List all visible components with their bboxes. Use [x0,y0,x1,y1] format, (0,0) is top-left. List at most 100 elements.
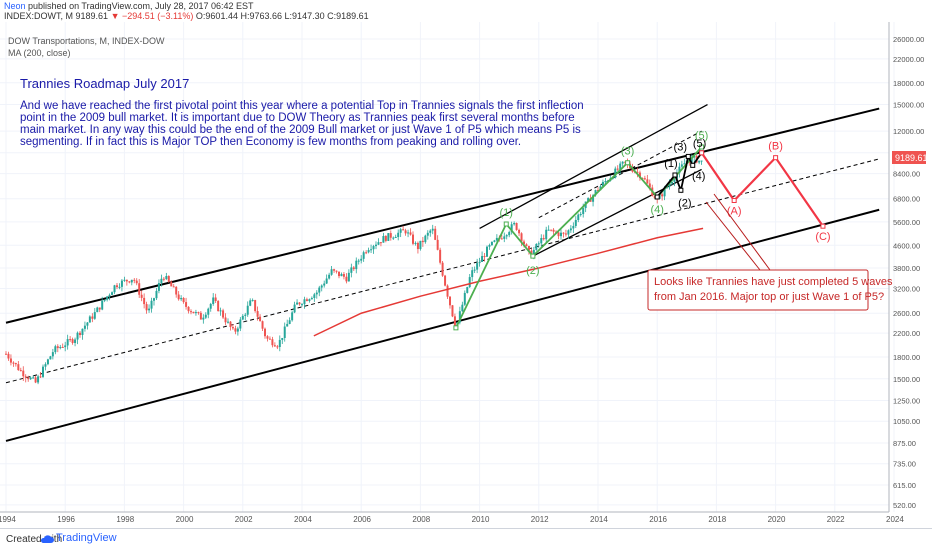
candle-body [268,338,271,340]
candle-body [79,332,81,335]
candle-body [372,246,375,250]
callout-box: Looks like Trannies have just completed … [647,193,893,311]
candle-body [69,339,72,341]
candle-body [434,228,437,240]
candle-body [59,346,62,349]
candle-body [340,274,343,277]
candle-body [601,181,604,187]
candle-body [673,179,676,182]
candle-body [145,304,148,311]
x-tick-label: 2004 [294,515,312,524]
candle-body [96,307,99,313]
candle-body [46,359,49,365]
candle-body [34,377,37,383]
annotation-body: And we have reached the first pivotal po… [20,100,584,148]
black-wave-label: (1) [664,158,677,170]
candle-body [315,292,318,295]
candle-body [338,271,340,277]
candle-body [648,183,651,188]
candle-body [429,230,432,233]
candle-body [636,171,639,173]
candle-body [29,377,32,380]
x-tick-label: 1994 [0,515,16,524]
x-tick-label: 2006 [353,515,371,524]
candle-body [81,328,84,335]
high-value: H:9763.66 [240,11,283,21]
candle-body [370,249,373,251]
candle-body [91,316,94,319]
candle-body [71,339,74,343]
x-tick-label: 2014 [590,515,608,524]
candle-body [182,297,185,303]
y-tick-label: 26000.00 [893,35,924,44]
candle-body [5,353,7,355]
candle-body [278,339,281,347]
candle-body [56,346,59,349]
callout-border [647,269,869,311]
candle-body [384,236,387,241]
candle-body [493,240,496,242]
x-axis: 1994 1996 1998 2000 2002 2004 2006 2008 2010 2012… [0,511,904,524]
candle-body [365,252,368,254]
green-wave-label: (5) [695,130,708,142]
candle-body [157,283,160,291]
candle-body [155,290,158,299]
candle-body [194,312,197,314]
candle-body [293,304,296,313]
price-tag-label: 9189.61 [895,153,928,163]
candle-body [22,370,25,377]
created-with-label: Created with [6,534,63,545]
wave-pivot [690,162,696,168]
candle-body [592,195,595,202]
candle-body [547,229,550,231]
candle-body [128,281,131,283]
candle-body [663,187,666,197]
x-tick-label: 1996 [57,515,75,524]
candlestick-series [5,154,703,385]
tradingview-brand[interactable]: TradingView [56,532,117,544]
candle-body [254,300,257,312]
red-wave-label: (C) [815,231,830,243]
candle-body [12,362,15,364]
candle-body [214,297,217,302]
candle-body [552,229,555,232]
candle-body [569,228,572,231]
chart-area[interactable]: (1) (2) (3) (4) (5) (1) (2) (3) (4) (5) (A) (B) (C) … [0,22,932,528]
candle-body [355,260,358,270]
y-tick-label: 1800.00 [893,353,920,362]
price-chart[interactable]: (1)(2)(3)(4)(5)(1)(2)(3)(4)(5)(A)(B)(C) … [0,22,932,528]
candle-body [631,168,634,172]
candle-body [382,236,385,243]
candle-body [518,229,521,234]
x-tick-label: 2016 [649,515,667,524]
candle-body [93,312,96,319]
candle-body [212,297,215,304]
candle-body [103,299,106,301]
y-tick-label: 735.00 [893,460,916,469]
candle-body [175,286,178,295]
candle-body [463,292,466,305]
candle-body [367,250,370,253]
candle-body [259,316,262,322]
x-tick-label: 2000 [176,515,194,524]
annotation-line: segmenting. If in fact this is Major TOP… [20,136,521,148]
candle-body [202,317,205,320]
candle-body [74,339,77,343]
candle-body [407,232,410,234]
y-tick-label: 12000.00 [893,127,924,136]
y-tick-label: 615.00 [893,481,916,490]
y-tick-label: 6800.00 [893,195,920,204]
x-tick-label: 2020 [768,515,786,524]
candle-body [313,294,316,298]
candle-body [394,237,397,239]
footer: Created with TradingView [0,528,932,551]
candle-body [286,323,289,327]
candle-body [500,238,503,240]
symbol-label: INDEX:DOWT, M [4,11,73,21]
candle-body [328,274,331,279]
author-link[interactable]: Neon [4,1,26,11]
candle-body [347,272,350,282]
y-tick-label: 3200.00 [893,285,920,294]
x-tick-label: 2008 [412,515,430,524]
ohlc-line: INDEX:DOWT, M 9189.61 ▼ −294.51 (−3.11%)… [4,11,369,21]
